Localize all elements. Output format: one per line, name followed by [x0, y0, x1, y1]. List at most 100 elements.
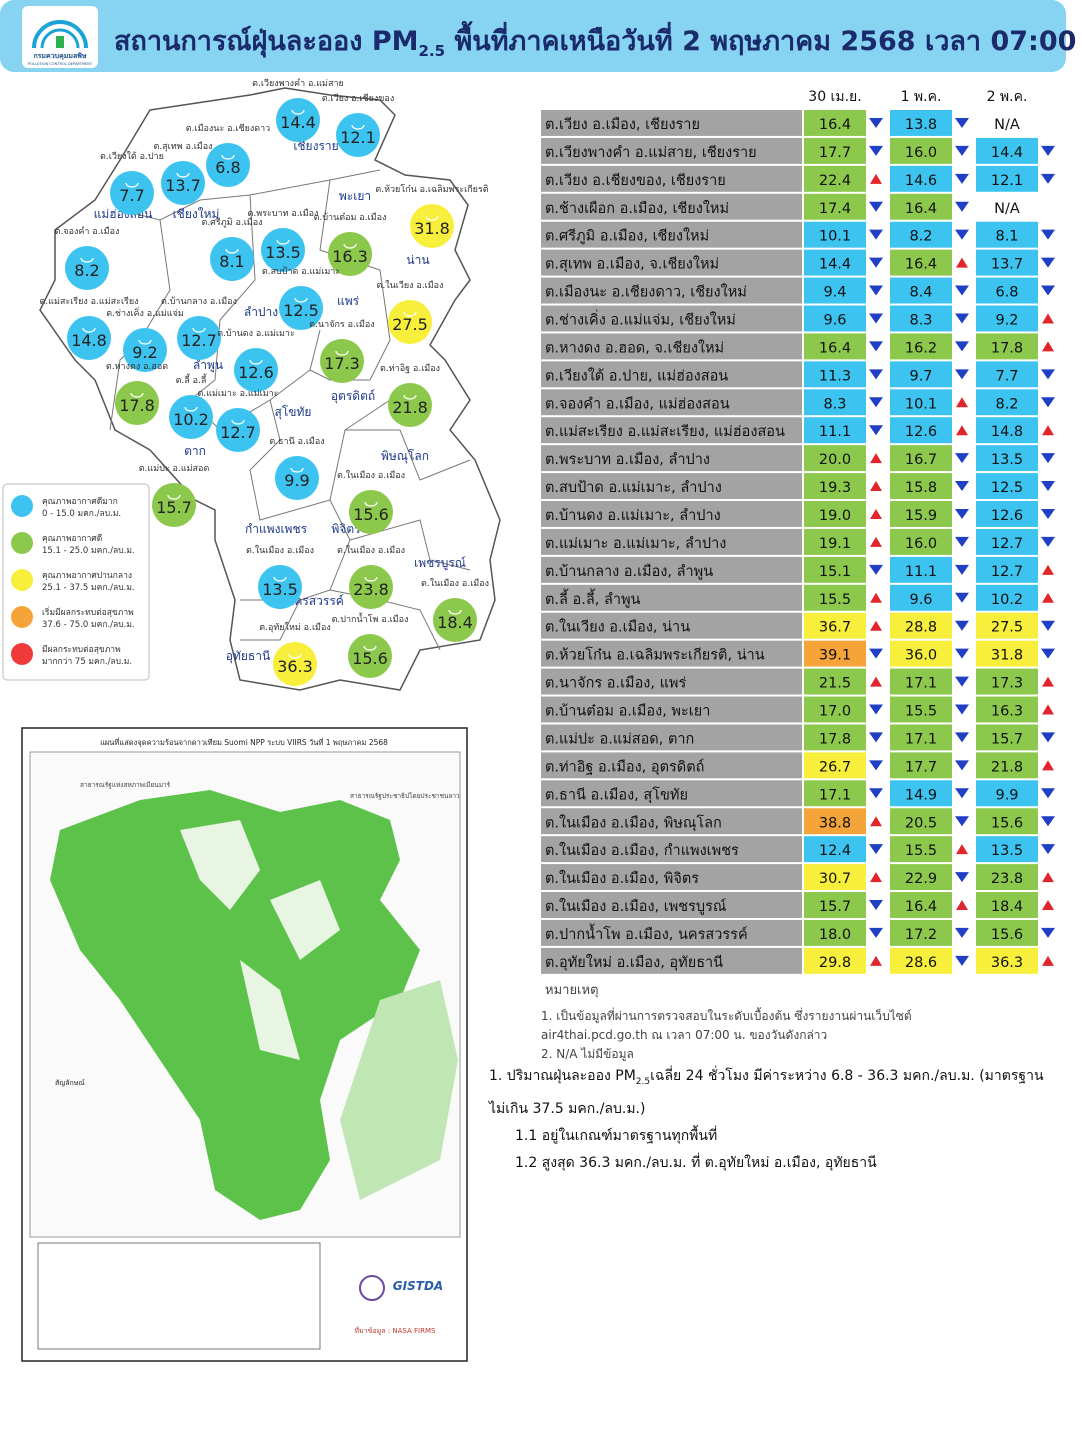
non-forest-area: [180, 820, 340, 1060]
trend-down: [869, 369, 883, 380]
pm-value: 16.4: [819, 340, 851, 356]
station-name: ต.พระบาท อ.เมือง, ลำปาง: [545, 451, 710, 468]
station-bubble: [348, 634, 392, 678]
value-cell: [976, 696, 1038, 723]
pm-value: 22.9: [905, 871, 937, 887]
value-cell: [890, 584, 952, 611]
smiley: [221, 154, 235, 160]
pm-value: 16.3: [991, 704, 1023, 720]
station-cell: [541, 193, 802, 220]
value-cell: [804, 333, 866, 360]
trend-down: [955, 788, 969, 799]
smiley: [351, 124, 365, 130]
station-bubble: [216, 408, 260, 452]
pm-value: 17.1: [905, 731, 937, 747]
trend-down: [1041, 536, 1055, 547]
trend-up: [1042, 592, 1054, 603]
note-line: air4thai.pcd.go.th ณ เวลา 07:00 น. ของวั…: [541, 1028, 827, 1042]
pm-value: 11.1: [905, 564, 937, 580]
station-name: ต.แม่เมาะ อ.แม่เมาะ, ลำปาง: [545, 536, 726, 552]
station-bubble: [279, 286, 323, 330]
value-cell: [804, 640, 866, 667]
trend-up: [1042, 313, 1054, 324]
pm-value: 17.2: [905, 927, 937, 943]
value-cell: [890, 193, 952, 220]
station-value: 8.2: [74, 261, 99, 280]
station-value: 10.2: [173, 410, 209, 429]
trend-down: [1041, 927, 1055, 938]
pm-value: 19.3: [819, 480, 851, 496]
pm-value: 15.6: [991, 927, 1023, 943]
station-bubble: [177, 316, 221, 360]
value-cell: [976, 947, 1038, 974]
column-header: 2 พ.ค.: [987, 89, 1028, 105]
value-cell: [804, 836, 866, 863]
station-bubble: [123, 328, 167, 372]
pm-value: 14.6: [905, 173, 937, 189]
value-cell: [804, 808, 866, 835]
agency-seal: [359, 1275, 385, 1301]
station-cell: [541, 501, 802, 527]
pm-value: 16.0: [905, 145, 937, 161]
station-cell: [541, 528, 802, 555]
station-bubble: [349, 490, 393, 534]
station-value: 15.6: [352, 649, 388, 668]
pm-value: 31.8: [991, 648, 1023, 664]
station-value: 8.1: [219, 252, 244, 271]
station-value: 16.3: [332, 247, 368, 266]
pm-value: 11.1: [819, 424, 851, 440]
station-value: 12.7: [220, 423, 256, 442]
station-label: ต.ลี้ อ.ลี้: [176, 373, 208, 386]
value-cell: [976, 612, 1038, 639]
station-label: ต.แม่ปะ อ.แม่สอด: [139, 464, 210, 474]
pm-value: 12.7: [991, 536, 1023, 552]
trend-down: [869, 732, 883, 743]
trend-down: [955, 481, 969, 492]
hotspot-source: ที่มาข้อมูล : NASA FIRMS: [355, 1326, 436, 1335]
station-label: ต.พระบาท อ.เมือง: [248, 208, 319, 219]
smiley: [291, 109, 305, 115]
station-bubble: [261, 228, 305, 272]
pm-value: 12.5: [991, 480, 1023, 496]
station-name: ต.บ้านกลาง อ.เมือง, ลำพูน: [545, 563, 713, 580]
pm-value: 22.4: [819, 173, 851, 189]
trend-up: [870, 620, 882, 631]
station-value: 15.7: [156, 498, 192, 517]
station-value: 12.6: [238, 363, 274, 382]
station-cell: [541, 556, 802, 583]
value-cell: [890, 836, 952, 863]
station-cell: [541, 947, 802, 974]
trend-down: [1041, 508, 1055, 519]
smiley: [249, 359, 263, 365]
smiley: [343, 243, 357, 249]
station-name: ต.ห้วยโก๋น อ.เฉลิมพระเกียรติ, น่าน: [545, 646, 765, 664]
trend-down: [869, 285, 883, 296]
value-cell: [804, 445, 866, 472]
trend-down: [1041, 648, 1055, 659]
pm-value: 16.4: [819, 117, 851, 133]
value-cell: [804, 417, 866, 444]
value-cell: [804, 501, 866, 527]
station-cell: [541, 584, 802, 611]
value-cell: [804, 305, 866, 332]
trend-down: [955, 229, 969, 240]
trend-down: [1041, 145, 1055, 156]
trend-up: [1042, 760, 1054, 771]
value-cell: [890, 556, 952, 583]
value-cell: [976, 752, 1038, 779]
value-cell: [804, 277, 866, 304]
station-name: ต.แม่สะเรียง อ.แม่สะเรียง, แม่ฮ่องสอน: [545, 423, 785, 440]
value-cell: [976, 249, 1038, 276]
pm-value: N/A: [994, 201, 1020, 217]
station-name: ต.อุทัยใหม่ อ.เมือง, อุทัยธานี: [545, 953, 723, 971]
station-value: 17.3: [324, 354, 360, 373]
trend-down: [955, 508, 969, 519]
pm-value: 14.4: [991, 145, 1023, 161]
pm-value: 19.0: [819, 508, 851, 524]
station-label: ต.อุทัยใหม่ อ.เมือง: [259, 622, 331, 633]
pm-value: 16.2: [905, 340, 937, 356]
trend-down: [869, 201, 883, 212]
pm-value: 6.8: [995, 285, 1018, 301]
trend-down: [955, 760, 969, 771]
note-line: 1. เป็นข้อมูลที่ผ่านการตรวจสอบในระดับเบื…: [541, 1007, 912, 1024]
